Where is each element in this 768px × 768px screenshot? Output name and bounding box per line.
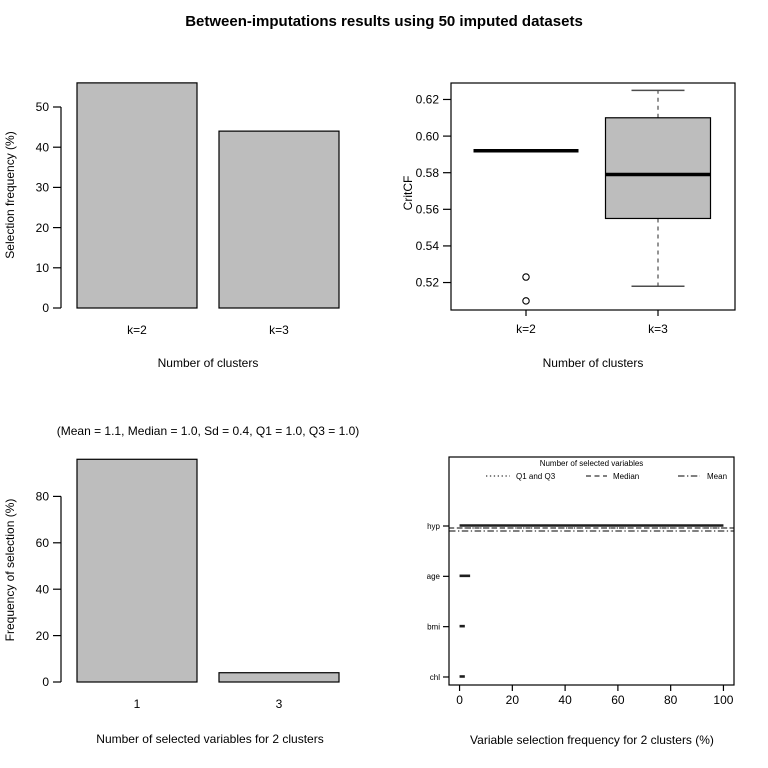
y-tick-label: 20: [36, 629, 50, 643]
x-tick-label: 0: [456, 693, 463, 707]
x-tick-label: 100: [713, 693, 733, 707]
x-tick-label: 20: [506, 693, 520, 707]
y-category-label: age: [427, 572, 441, 581]
x-tick-label: 60: [611, 693, 625, 707]
outlier-point: [522, 297, 530, 305]
y-tick-label: 0: [42, 301, 49, 315]
y-category-label: hyp: [427, 522, 440, 531]
x-axis-title: Number of clusters: [543, 356, 644, 370]
y-tick-label: 0.62: [416, 93, 440, 107]
y-axis-title: Selection frequency (%): [3, 131, 17, 258]
x-tick-label: 40: [558, 693, 572, 707]
x-category-label: k=2: [516, 322, 536, 336]
x-tick-label: 80: [664, 693, 678, 707]
y-tick-label: 0: [42, 675, 49, 689]
x-category-label: k=2: [127, 323, 147, 337]
y-tick-label: 0.58: [416, 166, 440, 180]
y-tick-label: 20: [36, 221, 50, 235]
y-tick-label: 40: [36, 582, 50, 596]
plot-box: [448, 456, 735, 686]
y-tick-label: 0.54: [416, 239, 440, 253]
x-category-label: k=3: [648, 322, 668, 336]
legend-title: Number of selected variables: [540, 459, 644, 468]
y-axis-title: Frequency of selection (%): [3, 499, 17, 642]
y-category-label: bmi: [427, 622, 440, 631]
y-tick-label: 10: [36, 261, 50, 275]
y-tick-label: 0.52: [416, 276, 440, 290]
x-category-label: 1: [134, 697, 141, 711]
y-tick-label: 0.56: [416, 203, 440, 217]
legend-label: Median: [613, 472, 639, 481]
bar-k=2: [76, 82, 198, 309]
y-tick-label: 80: [36, 490, 50, 504]
bar-3: [218, 672, 340, 683]
y-tick-label: 50: [36, 100, 50, 114]
y-tick-label: 30: [36, 181, 50, 195]
y-category-label: chl: [430, 673, 440, 682]
figure-title: Between-imputations results using 50 imp…: [185, 13, 583, 30]
panel-title: (Mean = 1.1, Median = 1.0, Sd = 0.4, Q1 …: [57, 424, 360, 438]
y-tick-label: 60: [36, 536, 50, 550]
y-axis-title: CritCF: [401, 176, 415, 211]
legend-label: Q1 and Q3: [516, 472, 556, 481]
bar-1: [76, 458, 198, 683]
x-category-label: 3: [276, 697, 283, 711]
y-tick-label: 40: [36, 140, 50, 154]
bar-k=3: [218, 130, 340, 309]
box-k=3: [604, 117, 712, 220]
x-axis-title: Number of selected variables for 2 clust…: [96, 732, 323, 746]
plot-box: [450, 82, 736, 311]
outlier-point: [522, 273, 530, 281]
y-tick-label: 0.60: [416, 129, 440, 143]
legend-label: Mean: [707, 472, 727, 481]
x-axis-title: Number of clusters: [158, 356, 259, 370]
x-axis-title: Variable selection frequency for 2 clust…: [470, 733, 714, 747]
x-category-label: k=3: [269, 323, 289, 337]
